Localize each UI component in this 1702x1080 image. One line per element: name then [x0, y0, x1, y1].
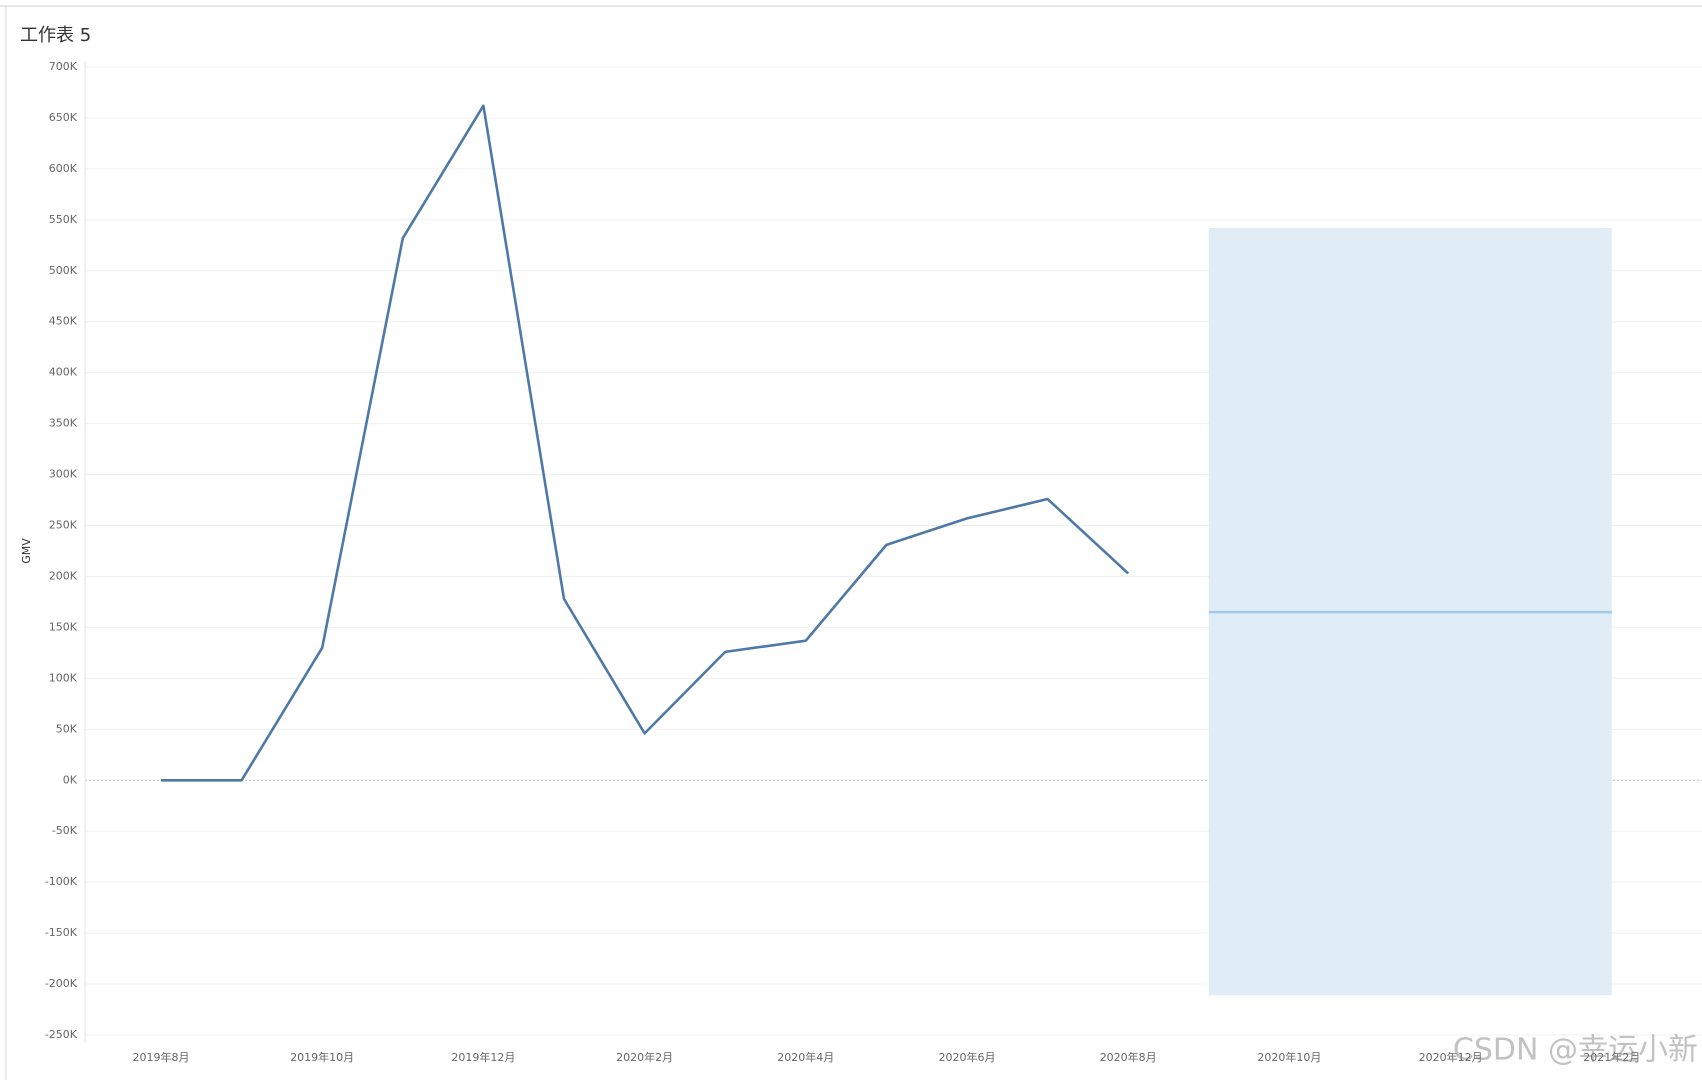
y-axis-title: GMV [20, 538, 33, 564]
y-tick-label: -150K [45, 926, 78, 939]
y-tick-label: -250K [45, 1028, 78, 1041]
y-tick-label: 350K [49, 417, 78, 430]
y-tick-label: 600K [49, 162, 78, 175]
y-tick-label: 650K [49, 111, 78, 124]
y-tick-label: 250K [49, 519, 78, 532]
y-tick-label: 300K [49, 468, 78, 481]
x-tick-label: 2019年12月 [451, 1050, 515, 1064]
y-tick-label: -200K [45, 977, 78, 990]
x-tick-label: 2020年6月 [939, 1050, 996, 1064]
watermark: CSDN @幸运小新 [1453, 1033, 1698, 1068]
x-tick-label: 2021年2月 [1583, 1050, 1640, 1064]
y-tick-label: 50K [56, 722, 78, 735]
x-tick-label: 2020年4月 [777, 1050, 834, 1064]
x-tick-label: 2020年2月 [616, 1050, 673, 1064]
y-tick-label: 100K [49, 671, 78, 684]
x-tick-label: 2020年8月 [1100, 1050, 1157, 1064]
y-tick-label: 400K [49, 366, 78, 379]
y-tick-label: 200K [49, 569, 78, 582]
y-tick-label: 0K [63, 773, 78, 786]
y-tick-label: -100K [45, 875, 78, 888]
y-tick-label: -50K [52, 824, 78, 837]
y-tick-label: 550K [49, 213, 78, 226]
y-tick-label: 150K [49, 620, 78, 633]
y-tick-label: 500K [49, 264, 78, 277]
y-tick-label: 700K [49, 60, 78, 73]
x-tick-label: 2019年10月 [290, 1050, 354, 1064]
x-tick-label: 2020年12月 [1419, 1050, 1483, 1064]
x-tick-label: 2019年8月 [133, 1050, 190, 1064]
x-tick-label: 2020年10月 [1257, 1050, 1321, 1064]
y-tick-label: 450K [49, 315, 78, 328]
series-line [161, 104, 1130, 782]
chart-title: 工作表 5 [20, 25, 91, 46]
